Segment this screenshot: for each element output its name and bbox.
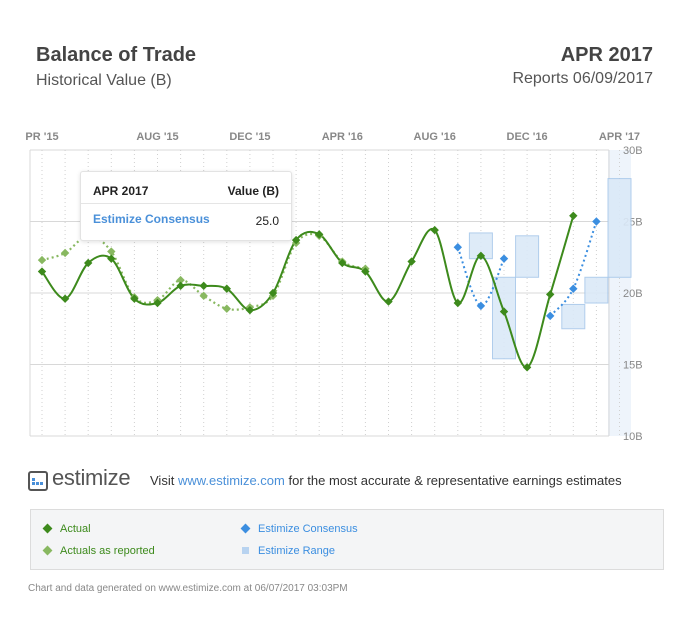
actual-point bbox=[245, 305, 255, 315]
actuals-reported-point bbox=[176, 275, 185, 285]
estimate-range-box bbox=[584, 276, 609, 304]
consensus-point bbox=[546, 311, 555, 321]
consensus-point bbox=[569, 284, 578, 293]
estimate-range-box bbox=[607, 178, 632, 278]
actual-point bbox=[315, 230, 324, 239]
actual-point bbox=[338, 258, 347, 268]
legend-label-range: Estimize Range bbox=[258, 545, 336, 557]
actual-point bbox=[222, 284, 231, 293]
report-date: Reports 06/09/2017 bbox=[512, 70, 653, 87]
actual-point bbox=[407, 257, 416, 266]
estimate-range-box bbox=[515, 235, 540, 278]
tooltip-consensus-label: Estimize Consensus bbox=[93, 212, 210, 226]
chart-subtitle: Historical Value (B) bbox=[36, 72, 172, 89]
actual-point bbox=[384, 297, 393, 306]
tooltip-consensus-value: 25.0 bbox=[255, 214, 279, 228]
actual-point bbox=[291, 235, 301, 245]
x-tick-label: AUG '15 bbox=[136, 131, 178, 143]
actual-point bbox=[361, 267, 370, 276]
footer-note: Chart and data generated on www.estimize… bbox=[28, 583, 348, 594]
consensus-point bbox=[499, 254, 509, 263]
consensus-point bbox=[476, 301, 486, 311]
report-period: APR 2017 bbox=[560, 44, 653, 66]
x-tick-label: APR '16 bbox=[322, 131, 363, 143]
actual-point bbox=[453, 298, 462, 308]
diamond-icon bbox=[42, 523, 53, 534]
actual-point bbox=[153, 298, 162, 308]
actual-point bbox=[176, 281, 185, 291]
actual-point bbox=[130, 294, 139, 303]
actual-point bbox=[476, 251, 486, 261]
y-tick-label: 20B bbox=[623, 288, 643, 300]
y-tick-label: 30B bbox=[623, 145, 643, 157]
actuals-reported-point bbox=[37, 255, 47, 265]
diamond-icon bbox=[42, 545, 53, 556]
x-tick-label: DEC '16 bbox=[507, 131, 548, 143]
legend-label-actuals-reported: Actuals as reported bbox=[60, 545, 155, 557]
actuals-reported-point bbox=[107, 247, 116, 256]
x-tick-label: AUG '16 bbox=[414, 131, 456, 143]
promo-suffix: for the most accurate & representative e… bbox=[284, 473, 622, 488]
promo-text: Visit www.estimize.com for the most accu… bbox=[150, 473, 622, 488]
consensus-point bbox=[453, 243, 462, 252]
legend-label-consensus: Estimize Consensus bbox=[258, 523, 358, 535]
legend-label-actual: Actual bbox=[60, 523, 91, 535]
diamond-icon bbox=[240, 523, 251, 534]
x-tick-label: PR '15 bbox=[25, 131, 58, 143]
chart-legend: Actual Actuals as reported Estimize Cons… bbox=[30, 509, 664, 570]
actual-point bbox=[546, 290, 555, 299]
x-tick-label: APR '17 bbox=[599, 131, 640, 143]
actual-point bbox=[522, 363, 532, 372]
consensus-point bbox=[592, 217, 601, 226]
y-tick-label: 10B bbox=[623, 431, 643, 443]
estimize-logo-icon bbox=[28, 471, 48, 491]
tooltip-value-header: Value (B) bbox=[227, 184, 279, 198]
x-tick-label: DEC '15 bbox=[229, 131, 270, 143]
actual-point bbox=[268, 288, 278, 298]
consensus-series-line bbox=[456, 246, 505, 307]
y-tick-label: 15B bbox=[623, 360, 643, 372]
estimize-link[interactable]: www.estimize.com bbox=[177, 473, 285, 488]
actual-point bbox=[84, 258, 93, 268]
actual-point bbox=[499, 307, 509, 316]
actual-point bbox=[430, 225, 439, 235]
estimate-range-box bbox=[561, 303, 586, 330]
actual-point bbox=[37, 267, 47, 276]
promo-prefix: Visit bbox=[150, 473, 178, 488]
actual-point bbox=[199, 281, 208, 291]
square-icon bbox=[242, 547, 249, 554]
actuals-reported-point bbox=[222, 304, 231, 313]
tooltip-divider bbox=[81, 203, 291, 204]
actual-point bbox=[60, 294, 70, 303]
actual-point bbox=[107, 254, 116, 263]
actuals-reported-point bbox=[60, 248, 70, 258]
chart-tooltip: APR 2017 Value (B) Estimize Consensus 25… bbox=[80, 171, 292, 241]
tooltip-period: APR 2017 bbox=[93, 184, 149, 198]
actuals-reported-point bbox=[199, 291, 208, 301]
actual-point bbox=[569, 211, 578, 220]
estimize-logo-text: estimize bbox=[52, 465, 131, 490]
chart-title: Balance of Trade bbox=[36, 44, 197, 66]
